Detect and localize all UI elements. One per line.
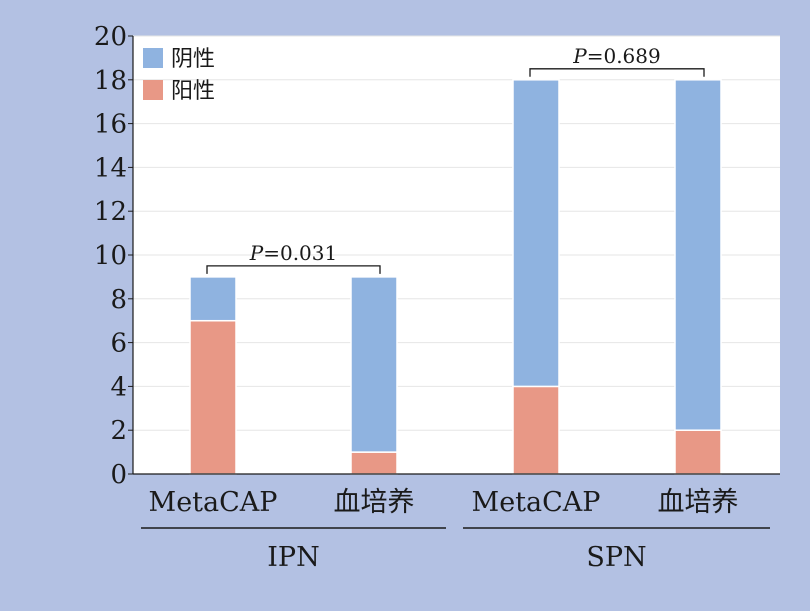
legend-label: 阳性 <box>171 79 215 104</box>
bar-segment <box>350 276 398 453</box>
legend-label: 阴性 <box>171 47 215 72</box>
bar-segment <box>674 79 722 431</box>
bar-segment <box>350 451 398 475</box>
y-tick-label: 6 <box>110 329 127 359</box>
axes: 0 2 4 6 8 10 12 14 16 18 20 MetaCAP 血培养 MetaCAP 血培养 IPN… <box>94 22 780 573</box>
x-category-label: MetaCAP <box>472 487 601 518</box>
y-tick-label: 14 <box>94 153 127 183</box>
grid-lines <box>133 35 780 431</box>
y-tick-label: 20 <box>94 22 127 52</box>
y-tick-label: 16 <box>94 110 127 140</box>
significance-bracket <box>206 265 381 274</box>
legend-swatch <box>143 48 163 68</box>
x-category-label: 血培养 <box>658 487 739 518</box>
group-label: SPN <box>586 542 646 573</box>
y-tick-label: 4 <box>110 372 127 402</box>
bar-segment <box>512 385 560 475</box>
y-tick-label: 2 <box>110 416 127 446</box>
y-tick-label: 18 <box>94 66 127 96</box>
significance-bracket <box>529 68 705 77</box>
p-value-label: P=0.689 <box>572 44 660 68</box>
bar-segment <box>674 429 722 475</box>
bar-segment <box>512 79 560 388</box>
bar-segment <box>189 319 237 475</box>
y-tick-label: 8 <box>110 285 127 315</box>
y-tick-label: 12 <box>94 197 127 227</box>
bars <box>189 79 722 475</box>
y-tick-label: 0 <box>110 460 127 490</box>
p-value-label: P=0.031 <box>249 241 337 265</box>
y-tick-label: 10 <box>94 241 127 271</box>
bar-segment <box>189 276 237 322</box>
x-category-label: 血培养 <box>334 487 415 518</box>
legend-swatch <box>143 80 163 100</box>
x-category-label: MetaCAP <box>149 487 278 518</box>
group-label: IPN <box>267 542 319 573</box>
p-value-annotations: P=0.031 P=0.689 <box>206 44 705 274</box>
